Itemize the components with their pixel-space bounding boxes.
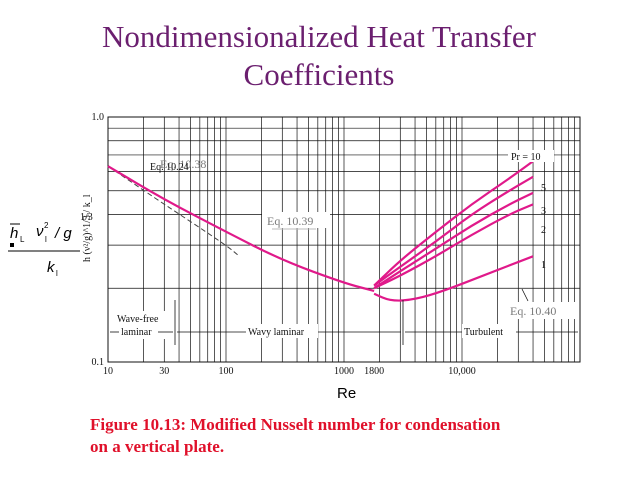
series-line-5 <box>373 175 534 287</box>
y-tick-labels: 0.1 1.0 <box>92 112 105 368</box>
plot-frame <box>107 116 581 363</box>
eq-1038-label: Eq. 10.38 <box>160 157 206 171</box>
series-line-3 <box>373 191 534 290</box>
x-tick-labels: 10 30 100 1000 1800 10,000 <box>103 366 476 377</box>
eq-1040-label: Eq. 10.40 <box>510 304 556 318</box>
eq-ghost-label: Eq. 10.24 <box>150 162 189 173</box>
y-tick-label-0: 0.1 <box>92 357 105 368</box>
eq-1039-label: Eq. 10.39 <box>267 214 313 228</box>
y-tick-label-1: 1.0 <box>92 112 105 123</box>
y-axis-label-overlay: h L ν 2 l / g 1/3 k l <box>8 212 93 278</box>
slide-title: Nondimensionalized Heat Transfer Coeffic… <box>0 18 638 94</box>
series-line-1 <box>373 255 534 302</box>
pr-1-label: 1 <box>541 260 546 271</box>
ylabel-sup2: 2 <box>44 221 49 230</box>
slide-title-line1: Nondimensionalized Heat Transfer <box>102 19 536 54</box>
x-tick-label-4: 1800 <box>364 366 384 377</box>
pr-10-label: Pr = 10 <box>511 152 541 163</box>
eq-1040-bg <box>505 302 577 319</box>
wavy-label-bg <box>246 324 318 338</box>
ylabel-k-sub: l <box>56 269 58 278</box>
wave-free-label-bg <box>112 311 172 339</box>
ylabel-slash-g: / g <box>54 225 72 242</box>
x-tick-label-5: 10,000 <box>448 366 476 377</box>
figure-caption: Figure 10.13: Modified Nusselt number fo… <box>90 414 620 458</box>
x-tick-label-2: 100 <box>219 366 234 377</box>
x-tick-label-3: 1000 <box>334 366 354 377</box>
pr-10-bg <box>508 150 554 162</box>
eq-1039-bg <box>262 212 330 228</box>
turbulent-label-bg <box>462 324 516 338</box>
ylabel-sub-l: l <box>45 235 47 244</box>
region-wavy: Wavy laminar <box>248 327 305 338</box>
x-tick-label-0: 10 <box>103 366 113 377</box>
chart-grid <box>108 117 580 362</box>
series-line-eq-10-38 <box>107 165 240 257</box>
region-turbulent: Turbulent <box>464 327 503 338</box>
ylabel-h: h <box>10 225 18 242</box>
region-wave-free-line1: Wave-free <box>117 314 159 325</box>
series-line-pr-10 <box>373 160 534 287</box>
slide-title-line2: Coefficients <box>243 57 395 92</box>
ylabel-h-sub: L <box>20 235 25 244</box>
y-axis-label-figure: h (ν²/g)^1/3 / k_l <box>82 194 93 262</box>
pr-2-label: 2 <box>541 225 546 236</box>
x-tick-label-1: 30 <box>159 366 169 377</box>
series-line-eq-10-39 <box>107 165 375 292</box>
flow-regions: Wave-free laminar Wavy laminar Turbulent <box>110 300 578 345</box>
ylabel-k: k <box>47 259 56 276</box>
ylabel-nu: ν <box>36 223 44 240</box>
pr-3-label: 3 <box>541 206 546 217</box>
figure-caption-line1: Figure 10.13: Modified Nusselt number fo… <box>90 415 501 434</box>
chart-series <box>107 160 534 302</box>
figure-caption-line2: on a vertical plate. <box>90 437 225 456</box>
x-axis-label: Re <box>337 385 356 402</box>
ylabel-square <box>10 243 14 247</box>
ylabel-exponent: 1/3 <box>80 212 93 223</box>
region-wave-free-line2: laminar <box>121 327 152 338</box>
series-line-2 <box>373 203 534 290</box>
pr-5-label: 5 <box>541 183 546 194</box>
eq-1040-leader <box>521 288 529 302</box>
